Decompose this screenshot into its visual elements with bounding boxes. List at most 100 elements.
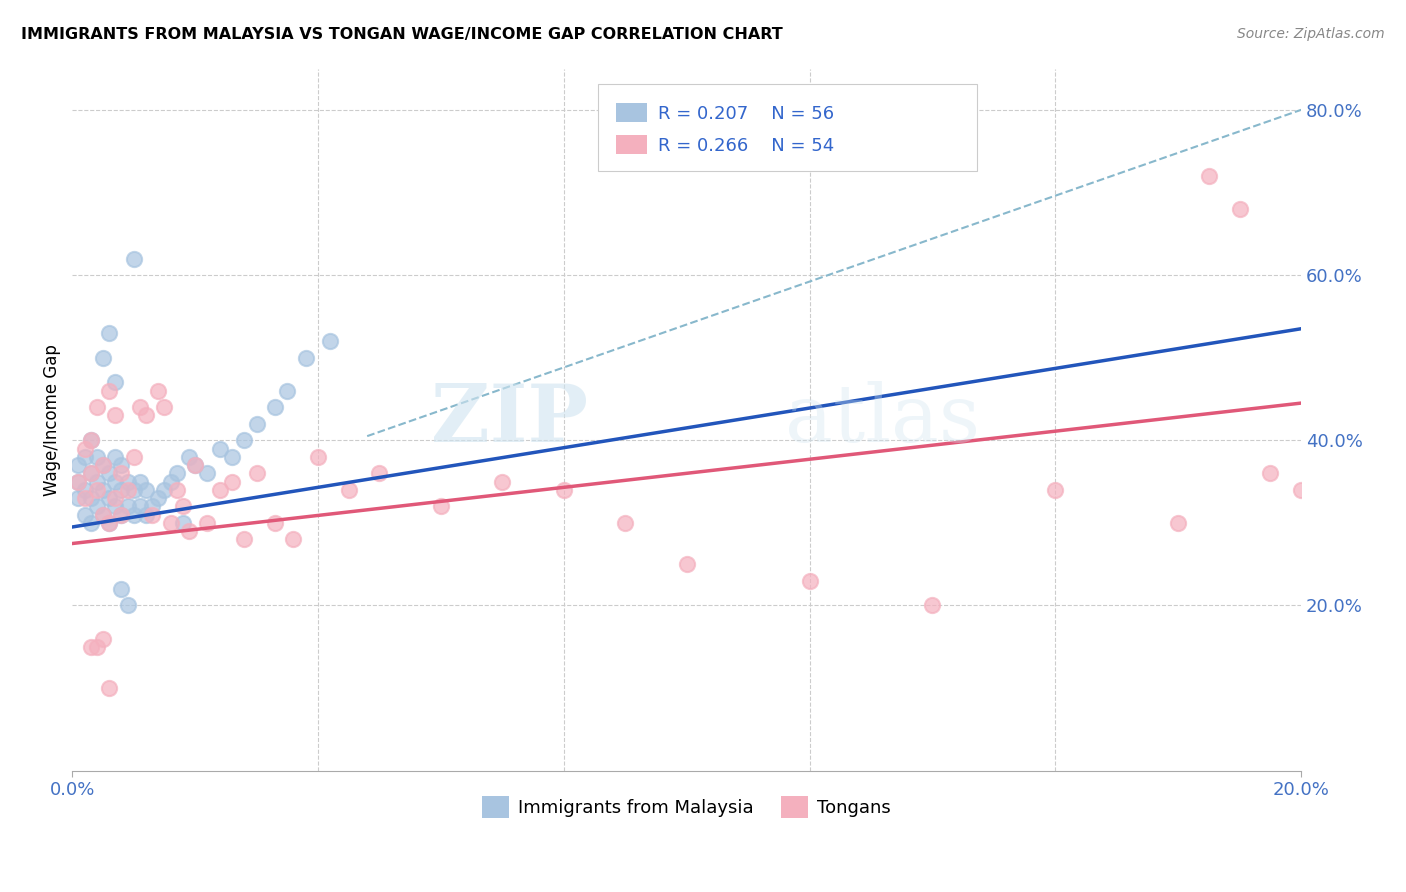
Legend: Immigrants from Malaysia, Tongans: Immigrants from Malaysia, Tongans <box>475 789 898 825</box>
Point <box>67 491 90 505</box>
Point <box>79 467 101 481</box>
Point <box>337 483 360 497</box>
Point <box>98 516 121 530</box>
Point <box>91 508 114 522</box>
Point <box>921 599 943 613</box>
Point <box>430 500 453 514</box>
Point <box>110 483 132 497</box>
Point <box>91 508 114 522</box>
Point <box>91 458 114 472</box>
Point <box>233 434 256 448</box>
Point <box>159 475 181 489</box>
Point <box>122 450 145 464</box>
Point <box>1260 467 1282 481</box>
Point <box>110 582 132 596</box>
Point <box>245 467 267 481</box>
Point <box>110 467 132 481</box>
Point <box>221 450 243 464</box>
Point <box>67 475 90 489</box>
Text: IMMIGRANTS FROM MALAYSIA VS TONGAN WAGE/INCOME GAP CORRELATION CHART: IMMIGRANTS FROM MALAYSIA VS TONGAN WAGE/… <box>21 27 783 42</box>
Point <box>135 409 157 423</box>
Point <box>104 491 127 505</box>
Point <box>79 640 101 654</box>
Point <box>159 516 181 530</box>
Point <box>86 640 108 654</box>
Point <box>197 467 219 481</box>
Point <box>79 434 101 448</box>
Point <box>1045 483 1067 497</box>
Point <box>368 467 391 481</box>
Text: R = 0.266    N = 54: R = 0.266 N = 54 <box>658 137 834 155</box>
Point <box>141 508 163 522</box>
Point <box>117 500 139 514</box>
Point <box>122 483 145 497</box>
Point <box>86 475 108 489</box>
Point <box>319 334 342 348</box>
Point <box>73 508 96 522</box>
Point <box>67 458 90 472</box>
Point <box>98 516 121 530</box>
Point <box>110 508 132 522</box>
Point <box>184 458 207 472</box>
Point <box>98 491 121 505</box>
Point <box>172 500 194 514</box>
Point <box>1167 516 1189 530</box>
Y-axis label: Wage/Income Gap: Wage/Income Gap <box>44 343 60 496</box>
Text: atlas: atlas <box>785 381 980 458</box>
Point <box>117 483 139 497</box>
Point <box>283 533 305 547</box>
Text: Source: ZipAtlas.com: Source: ZipAtlas.com <box>1237 27 1385 41</box>
Point <box>221 475 243 489</box>
Point <box>553 483 575 497</box>
Point <box>91 483 114 497</box>
Point <box>276 384 298 398</box>
Point <box>86 483 108 497</box>
Point <box>98 467 121 481</box>
Point <box>148 491 170 505</box>
Point <box>1289 483 1312 497</box>
Point <box>614 516 637 530</box>
Point <box>294 351 316 365</box>
Point <box>307 450 329 464</box>
Point <box>117 599 139 613</box>
Point <box>79 516 101 530</box>
Point <box>675 557 697 571</box>
Point <box>79 467 101 481</box>
Point <box>91 351 114 365</box>
Point <box>91 632 114 646</box>
Point <box>122 508 145 522</box>
Point <box>177 524 200 538</box>
Point <box>166 483 188 497</box>
Point <box>233 533 256 547</box>
Point <box>91 458 114 472</box>
Point <box>245 417 267 431</box>
Point <box>177 450 200 464</box>
Point <box>110 508 132 522</box>
Point <box>128 500 150 514</box>
Point <box>172 516 194 530</box>
Point <box>104 450 127 464</box>
Point <box>79 491 101 505</box>
Point <box>135 508 157 522</box>
Point <box>128 475 150 489</box>
Point <box>86 450 108 464</box>
Point <box>1229 202 1251 216</box>
Point <box>86 401 108 415</box>
Point <box>67 475 90 489</box>
Point <box>197 516 219 530</box>
Point <box>491 475 513 489</box>
Point <box>264 401 287 415</box>
Point <box>117 475 139 489</box>
Point <box>141 500 163 514</box>
Text: ZIP: ZIP <box>432 381 588 458</box>
Point <box>1198 169 1220 183</box>
Point <box>110 458 132 472</box>
Point <box>98 326 121 340</box>
Text: R = 0.207    N = 56: R = 0.207 N = 56 <box>658 105 834 123</box>
Point <box>104 475 127 489</box>
Point <box>104 376 127 390</box>
Point <box>153 483 176 497</box>
Point <box>73 442 96 456</box>
Point <box>128 401 150 415</box>
Point <box>98 681 121 695</box>
